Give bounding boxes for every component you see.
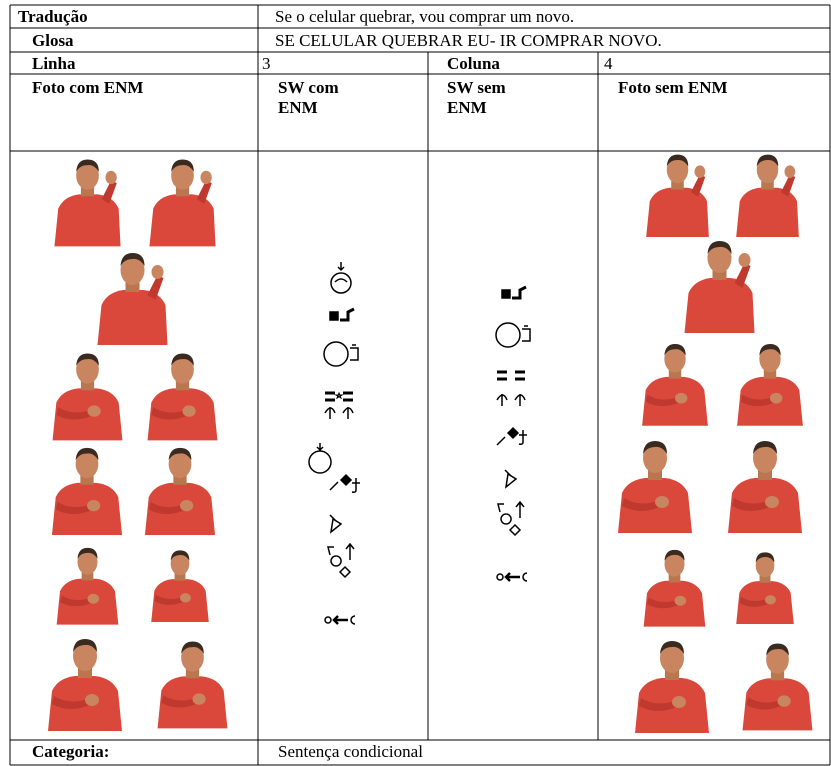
- value: SE CELULAR QUEBRAR EU- IR COMPRAR NOVO.: [275, 31, 662, 50]
- grid: [9, 4, 831, 766]
- value: Se o celular quebrar, vou comprar um nov…: [275, 7, 575, 26]
- label: Categoria:: [32, 742, 110, 761]
- column-header: Foto sem ENM: [618, 78, 728, 97]
- label: Glosa: [32, 31, 74, 50]
- photos-without-enm: [618, 154, 813, 733]
- label: Coluna: [447, 54, 500, 73]
- signwriting-with-enm: [308, 262, 360, 625]
- value: 3: [262, 54, 271, 73]
- label: Linha: [32, 54, 76, 73]
- column-header: SW sem ENM: [447, 78, 506, 117]
- signwriting-without-enm: [495, 285, 531, 582]
- value: 4: [604, 54, 613, 73]
- value: Sentença condicional: [278, 742, 423, 761]
- column-header: SW com ENM: [278, 78, 339, 117]
- column-header: Foto com ENM: [32, 78, 144, 97]
- label: Tradução: [18, 7, 88, 26]
- photos-with-enm: [48, 159, 228, 731]
